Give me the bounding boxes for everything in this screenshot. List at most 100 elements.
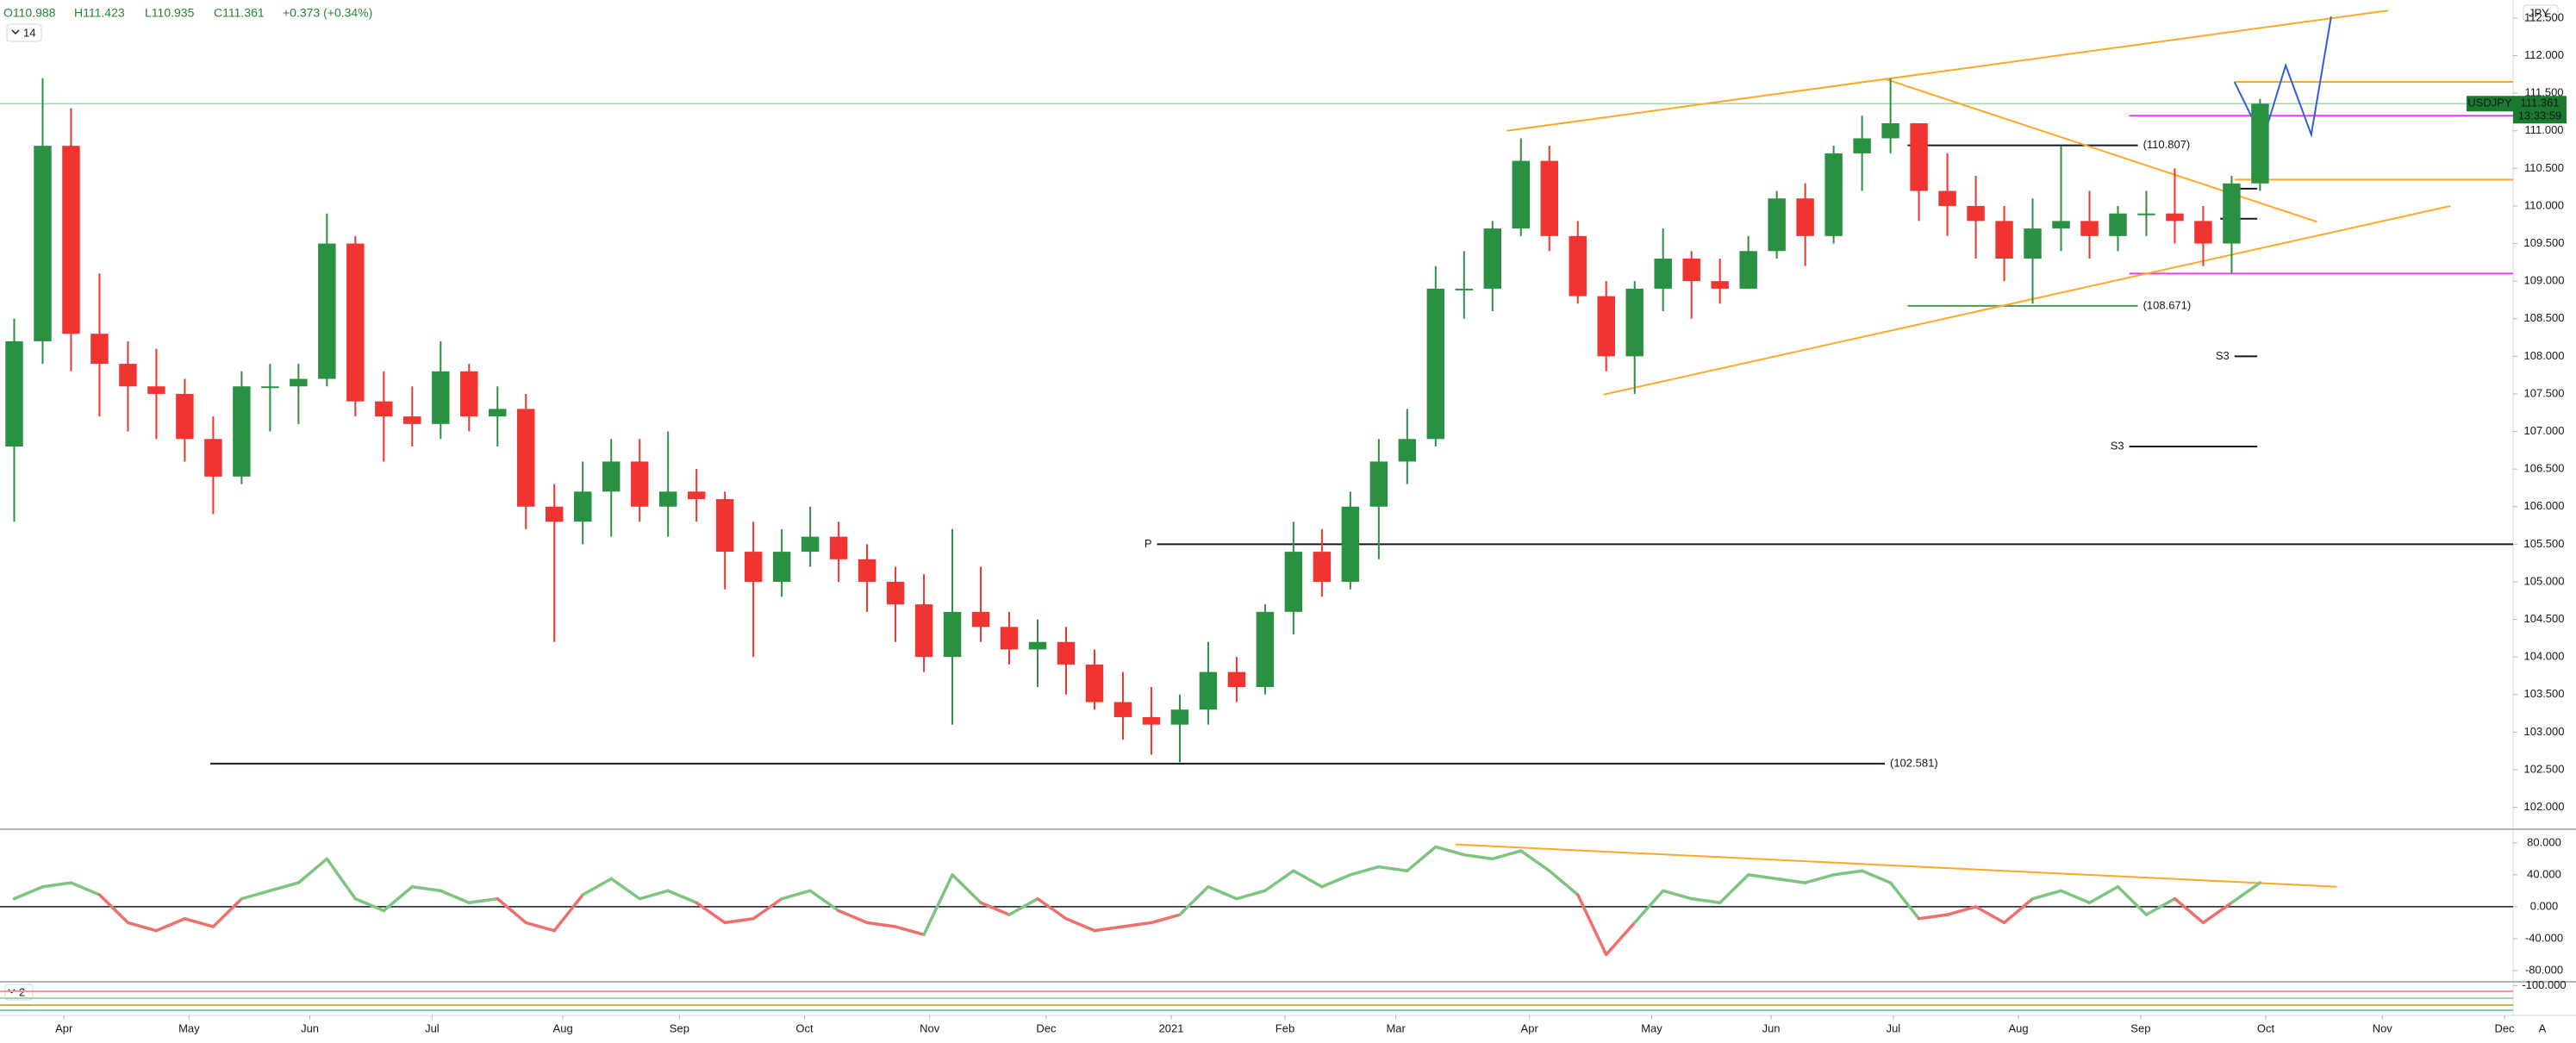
oscillator-segment [410, 884, 443, 893]
indicator-badge[interactable]: 14 [6, 23, 42, 42]
oscillator-segment [2144, 896, 2177, 916]
oscillator-segment [12, 884, 45, 901]
candle-body [1881, 123, 1899, 139]
candle-body [233, 386, 251, 477]
oscillator-traces [0, 990, 2513, 1011]
oscillator-segment [467, 896, 500, 905]
y-tick-label: 102.500 [2524, 762, 2565, 775]
candle-body [772, 552, 791, 582]
level-label: (110.807) [2143, 138, 2191, 151]
candle-body [914, 604, 933, 658]
y-tick-label: 103.000 [2524, 725, 2565, 738]
price-tag-label: 111.361 [2520, 97, 2559, 109]
oscillator-segment [126, 921, 159, 933]
oscillator-segment [1406, 845, 1438, 872]
currency-label[interactable]: JPY [2529, 6, 2549, 19]
x-tick-label: Mar [1386, 1021, 1406, 1034]
oscillator-segment [2230, 881, 2262, 905]
candle-body [1028, 641, 1047, 650]
y-tick-label: 112.500 [2524, 10, 2564, 23]
y-tick-label: 104.000 [2524, 650, 2565, 663]
oscillator-segment [97, 893, 130, 925]
oscillator-segment [1689, 896, 1722, 905]
level-label: (102.581) [1890, 756, 1938, 769]
x-tick-label: Jul [425, 1021, 440, 1034]
candle-body [1682, 258, 1700, 282]
y-tick-label: 108.000 [2524, 349, 2565, 362]
level-label: (108.671) [2143, 298, 2192, 311]
candle-body [1796, 198, 1814, 236]
x-tick-label: Aug [2008, 1021, 2028, 1034]
oscillator-segment [2059, 889, 2092, 905]
x-tick-label: Apr [1521, 1021, 1539, 1034]
y-tick-label: 106.500 [2524, 462, 2565, 475]
candle-body [546, 506, 564, 522]
x-tick-label: May [178, 1021, 200, 1034]
candle-body [1569, 235, 1587, 297]
oscillator-segment [1491, 849, 1523, 861]
candle-body [943, 611, 962, 658]
currency-box[interactable] [2523, 4, 2559, 22]
candle-body [1313, 552, 1332, 582]
x-tick-label: Nov [2373, 1021, 2393, 1034]
oscillator-segment [524, 921, 556, 933]
oscillator-segment [1207, 884, 1238, 901]
candle-body [517, 409, 535, 507]
y-tick-label: 40.000 [2527, 867, 2561, 880]
candle-body [1995, 221, 2013, 259]
oscillator-segment [922, 873, 954, 937]
oscillator-segment [1575, 893, 1608, 957]
candle-body [1085, 664, 1104, 703]
trend-line [1884, 78, 2317, 223]
x-tick-label: Aug [553, 1021, 573, 1034]
oscillator-segment [69, 881, 102, 896]
candle-body [1000, 627, 1019, 650]
ohlc-close: C111.361 [214, 6, 265, 20]
candle-body [1512, 160, 1530, 229]
candle-body [432, 371, 450, 424]
oscillator-segment [2201, 901, 2234, 925]
candle-body [176, 393, 194, 440]
oscillator-segment [1150, 913, 1182, 925]
candle-body [858, 559, 876, 582]
trend-line [1603, 204, 2451, 396]
oscillator-segment [41, 881, 73, 889]
chevron-icon [11, 29, 20, 35]
y-tick-label: 110.500 [2524, 161, 2564, 174]
x-tick-label: Sep [670, 1021, 689, 1034]
oscillator-segment [1775, 877, 1807, 884]
candle-body [2223, 183, 2241, 244]
y-tick-label: -80.000 [2525, 963, 2563, 976]
oscillator-segment [1945, 905, 1978, 916]
y-tick-label: 109.000 [2524, 274, 2565, 287]
oscillator-segment [1632, 889, 1665, 925]
oscillator-segment [1064, 917, 1096, 933]
candle-body [602, 461, 621, 492]
badge-count[interactable]: 14 [23, 26, 35, 39]
oscillator-segment [780, 889, 812, 901]
x-tick-label: Sep [2130, 1021, 2150, 1034]
candle-body [1057, 641, 1076, 665]
candle-body [62, 146, 80, 334]
x-tick-label: Feb [1276, 1021, 1294, 1034]
oscillator-segment [695, 901, 727, 925]
currency-button[interactable]: JPY [2523, 4, 2559, 22]
candle-body [1853, 138, 1871, 153]
candle-body [1170, 709, 1189, 725]
oscillator-segment [552, 893, 584, 933]
x-tick-label: Nov [920, 1021, 940, 1034]
oscillator-segment [1235, 889, 1267, 901]
candle-body [90, 334, 109, 365]
oscillator-segment [1263, 869, 1295, 893]
y-tick-label: 109.500 [2524, 236, 2565, 249]
candle-body [801, 536, 820, 553]
candle-body [2024, 228, 2042, 259]
y-tick-label: 0.000 [2530, 899, 2559, 912]
oscillator-segment [1888, 881, 1921, 921]
y-tick-label: -40.000 [2525, 931, 2563, 944]
badge-box[interactable] [6, 23, 42, 42]
auto-scale-button[interactable]: A [2539, 1021, 2547, 1034]
candle-body [1597, 296, 1615, 357]
candle-body [1625, 288, 1644, 357]
candle-body [573, 491, 592, 522]
